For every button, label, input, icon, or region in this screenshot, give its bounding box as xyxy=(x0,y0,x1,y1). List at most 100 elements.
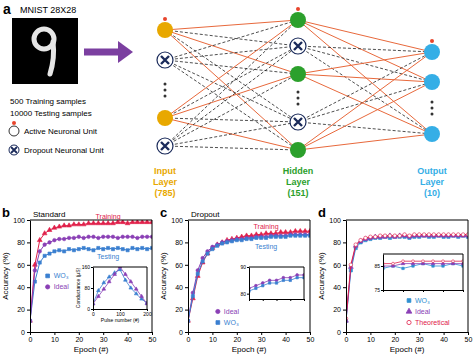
data-point xyxy=(417,233,421,237)
y-tick-mark xyxy=(185,332,188,333)
x-tick-mark xyxy=(419,332,420,335)
data-point xyxy=(402,267,404,269)
data-point xyxy=(92,235,96,239)
y-tick-mark xyxy=(91,267,93,268)
layer-label: Layer xyxy=(420,177,445,187)
data-point xyxy=(289,279,291,281)
data-point xyxy=(275,279,278,282)
x-tick: 50 xyxy=(465,332,473,343)
edge xyxy=(165,118,298,150)
plot-area xyxy=(30,220,152,323)
data-point xyxy=(124,278,128,281)
series-line xyxy=(346,236,468,321)
series-line xyxy=(346,235,468,319)
data-point xyxy=(378,234,383,238)
data-point xyxy=(245,236,249,240)
x-tick-mark xyxy=(54,332,55,335)
data-point xyxy=(136,248,139,251)
unit-legend-label: Active Neuronal Unit xyxy=(24,127,98,136)
data-point xyxy=(442,233,446,237)
data-point xyxy=(230,240,233,243)
data-point xyxy=(278,230,283,234)
data-point xyxy=(363,236,368,240)
x-tick-label: 20 xyxy=(75,336,83,343)
data-point xyxy=(101,235,105,239)
data-point xyxy=(124,272,128,275)
data-point xyxy=(378,234,382,238)
x-axis xyxy=(384,290,464,292)
data-point xyxy=(53,250,56,253)
data-point xyxy=(407,234,412,238)
annotation: Training xyxy=(254,223,279,231)
legend-label: Theoretical xyxy=(415,319,450,326)
data-point xyxy=(129,280,133,283)
data-point xyxy=(96,221,101,225)
data-point xyxy=(116,246,119,249)
active-unit xyxy=(157,22,173,38)
ellipsis-dot xyxy=(431,107,434,110)
data-point xyxy=(269,235,272,238)
data-point xyxy=(201,260,204,263)
data-point xyxy=(427,233,431,237)
x-tick-label: 0 xyxy=(187,336,191,343)
data-point xyxy=(412,233,417,237)
active-dot xyxy=(163,17,167,21)
data-point xyxy=(221,242,224,245)
data-point xyxy=(37,237,42,241)
annotation: Training xyxy=(96,213,121,221)
data-point xyxy=(432,260,435,263)
data-point xyxy=(359,238,363,242)
x-tick-label: 0 xyxy=(29,336,33,343)
legend-label: Ideal xyxy=(54,283,70,290)
data-point xyxy=(451,233,456,237)
inset-background xyxy=(93,267,147,309)
x-tick-label: 40 xyxy=(282,336,290,343)
data-point xyxy=(48,241,52,245)
data-point xyxy=(264,235,268,239)
y-tick: 80 xyxy=(84,285,93,291)
data-point xyxy=(220,241,224,245)
edge xyxy=(165,20,298,30)
data-point xyxy=(349,263,353,267)
edge xyxy=(165,46,298,146)
data-point xyxy=(261,282,264,285)
y-tick: 20 xyxy=(175,306,188,313)
y-tick-label: 85 xyxy=(374,263,380,269)
x-tick: 40 xyxy=(282,332,290,343)
data-point xyxy=(303,233,307,237)
data-point xyxy=(106,221,111,225)
x-tick-mark xyxy=(310,332,311,335)
data-point xyxy=(442,260,445,263)
series-line xyxy=(188,236,310,321)
y-axis-title: Accuracy (%) xyxy=(159,252,168,300)
x-axis-line xyxy=(31,332,153,333)
edge xyxy=(165,30,298,122)
data-point xyxy=(412,265,414,267)
y-tick-label: 60 xyxy=(333,262,341,269)
frame xyxy=(383,254,463,290)
data-point xyxy=(62,223,67,227)
unit-legend-label: Dropout Neuronal Unit xyxy=(24,146,104,155)
edges xyxy=(165,20,432,150)
data-point xyxy=(230,238,234,242)
x-tick xyxy=(463,290,464,292)
y-tick: 80 xyxy=(333,239,346,246)
data-point xyxy=(240,239,243,242)
data-point xyxy=(413,233,417,237)
data-point xyxy=(427,233,432,237)
edge xyxy=(298,52,432,150)
data-point xyxy=(102,281,106,284)
x-tick: 0 xyxy=(92,309,95,317)
x-tick-label: 10 xyxy=(367,336,375,343)
data-point xyxy=(134,292,138,295)
ellipsis-dot xyxy=(297,91,300,94)
data-point xyxy=(364,236,368,240)
chart-title: Dropout xyxy=(191,210,220,219)
data-point xyxy=(140,294,144,297)
panel-label: a xyxy=(3,1,11,17)
y-tick-mark xyxy=(185,287,188,288)
y-axis: 080160 xyxy=(82,264,94,312)
active-unit xyxy=(290,66,306,82)
data-point xyxy=(393,234,397,238)
data-point xyxy=(134,287,138,290)
